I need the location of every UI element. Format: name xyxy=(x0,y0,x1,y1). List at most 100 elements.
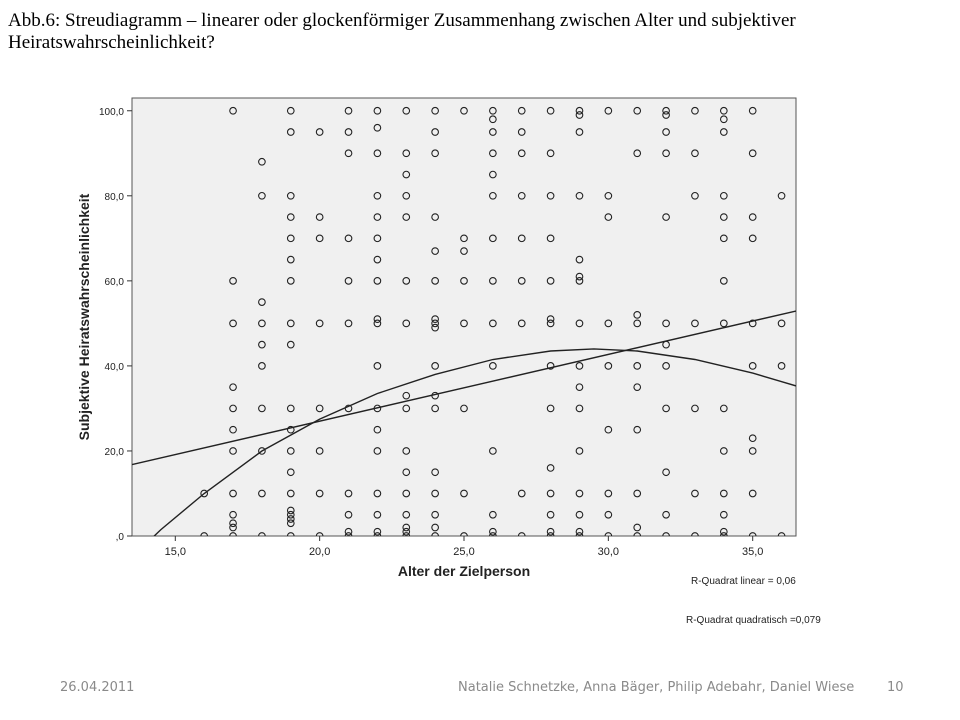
x-axis-ticks: 15,0 20,0 25,0 30,0 35,0 xyxy=(165,536,763,558)
data-point xyxy=(546,149,555,158)
data-point xyxy=(286,234,295,243)
data-point xyxy=(719,128,728,136)
data-point xyxy=(344,128,353,136)
data-point xyxy=(286,277,295,285)
data-point xyxy=(431,323,439,332)
data-point xyxy=(575,106,584,115)
data-point xyxy=(286,213,295,221)
data-point xyxy=(286,447,295,455)
data-point xyxy=(258,447,266,455)
data-point xyxy=(662,510,670,519)
data-point xyxy=(546,527,555,536)
data-point xyxy=(431,315,439,323)
data-point xyxy=(489,106,497,115)
data-point xyxy=(431,128,439,136)
data-point xyxy=(546,532,555,536)
data-point xyxy=(373,489,382,498)
data-point xyxy=(258,191,266,200)
data-point xyxy=(460,247,468,255)
data-point xyxy=(691,404,699,413)
plot-background xyxy=(131,97,797,537)
data-point xyxy=(517,234,526,243)
data-point xyxy=(517,277,526,285)
data-point xyxy=(373,234,382,243)
data-point xyxy=(402,319,411,328)
y-tick-label: 20,0 xyxy=(105,447,125,458)
data-point xyxy=(691,532,699,536)
data-point xyxy=(258,404,266,413)
data-point xyxy=(575,277,584,285)
data-point xyxy=(344,277,353,285)
data-point xyxy=(604,106,613,115)
data-point xyxy=(546,319,555,328)
data-point xyxy=(460,277,468,285)
data-point xyxy=(460,489,468,498)
data-point xyxy=(286,515,295,523)
data-point xyxy=(546,362,555,370)
data-point xyxy=(402,527,411,536)
data-point xyxy=(402,404,411,413)
data-point xyxy=(489,362,497,370)
data-point xyxy=(315,532,324,536)
y-axis-label: Subjektive Heiratswahrscheinlichkeit xyxy=(76,193,92,440)
data-point xyxy=(315,319,324,328)
data-point xyxy=(719,510,728,519)
data-point xyxy=(748,213,757,221)
data-point xyxy=(719,527,728,536)
data-point xyxy=(258,340,266,349)
data-point xyxy=(575,510,584,519)
data-point xyxy=(633,425,642,434)
data-point xyxy=(373,527,382,536)
data-point xyxy=(373,213,382,221)
data-point xyxy=(200,489,209,498)
data-point xyxy=(546,315,555,323)
data-point xyxy=(373,447,382,455)
data-point xyxy=(431,532,439,536)
data-point xyxy=(373,319,382,328)
slide-title: Abb.6: Streudiagramm – linearer oder glo… xyxy=(8,10,796,53)
x-tick-label: 25,0 xyxy=(453,546,474,558)
data-point xyxy=(489,149,497,158)
data-point xyxy=(402,149,411,158)
footer-authors: Natalie Schnetzke, Anna Bäger, Philip Ad… xyxy=(458,680,855,695)
data-point xyxy=(604,532,613,536)
data-point xyxy=(546,191,555,200)
data-point xyxy=(286,404,295,413)
data-point xyxy=(489,532,497,536)
data-point xyxy=(748,362,757,370)
data-point xyxy=(777,319,786,328)
data-point xyxy=(517,191,526,200)
data-point xyxy=(719,319,728,328)
data-point xyxy=(229,425,237,434)
data-point xyxy=(286,128,295,136)
data-point xyxy=(344,489,353,498)
data-point xyxy=(633,106,642,115)
data-point xyxy=(604,510,613,519)
fit-line-linear xyxy=(132,310,796,466)
data-point xyxy=(431,404,439,413)
data-point xyxy=(719,213,728,221)
data-point xyxy=(662,128,670,136)
data-point xyxy=(402,191,411,200)
data-point xyxy=(662,532,670,536)
data-point xyxy=(229,510,237,519)
data-point xyxy=(431,247,439,255)
data-point xyxy=(575,447,584,455)
data-point xyxy=(604,191,613,200)
data-point xyxy=(286,340,295,349)
data-point xyxy=(258,298,266,306)
data-point xyxy=(604,319,613,328)
data-point xyxy=(402,213,411,221)
data-point xyxy=(373,149,382,158)
data-point xyxy=(344,234,353,243)
data-point xyxy=(229,404,237,413)
data-point xyxy=(719,489,728,498)
data-point xyxy=(402,523,411,532)
data-point xyxy=(633,362,642,370)
data-point xyxy=(286,191,295,200)
data-point xyxy=(777,191,786,200)
data-point xyxy=(662,213,670,221)
data-point xyxy=(691,489,699,498)
data-point xyxy=(402,510,411,519)
data-point xyxy=(604,489,613,498)
